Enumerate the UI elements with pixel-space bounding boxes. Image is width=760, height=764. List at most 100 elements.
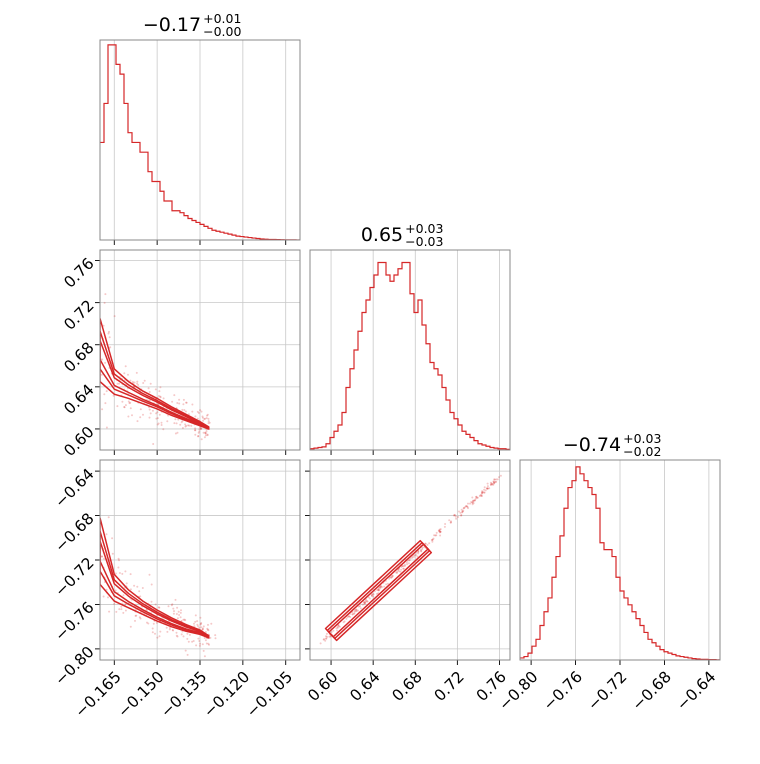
sample-point <box>194 614 197 617</box>
sample-point <box>326 635 329 638</box>
sample-point <box>136 380 139 383</box>
sample-point <box>128 402 131 405</box>
sample-point <box>136 585 139 588</box>
sample-point <box>396 570 399 573</box>
sample-point <box>205 417 208 420</box>
sample-point <box>158 635 161 638</box>
sample-point <box>138 616 141 619</box>
sample-point <box>439 530 442 533</box>
sample-point <box>400 568 403 571</box>
sample-point <box>183 618 186 621</box>
sample-point <box>121 572 124 575</box>
y-tick-label: 0.72 <box>61 297 98 334</box>
sample-point <box>104 293 107 296</box>
sample-point <box>155 621 158 624</box>
sample-point <box>206 413 209 416</box>
sample-point <box>460 514 463 516</box>
sample-point <box>336 625 339 628</box>
sample-point <box>379 585 382 588</box>
sample-point <box>460 508 463 511</box>
sample-point <box>201 627 204 630</box>
sample-point <box>200 626 203 629</box>
sample-point <box>187 413 190 416</box>
sample-point <box>188 633 191 636</box>
sample-point <box>107 332 110 335</box>
sample-point <box>133 584 136 587</box>
sample-point <box>346 616 349 619</box>
sample-point <box>449 521 452 524</box>
sample-point <box>498 476 500 479</box>
sample-point <box>438 530 441 533</box>
sample-point <box>353 610 356 613</box>
x-tick-label: −0.105 <box>243 668 296 721</box>
sample-point <box>199 409 202 412</box>
sample-point <box>156 417 159 420</box>
sample-point <box>158 390 161 393</box>
sample-point <box>186 637 189 640</box>
sample-point <box>454 514 456 517</box>
frame-layer <box>95 39 721 665</box>
sample-point <box>159 395 162 398</box>
sample-point <box>366 600 369 603</box>
sample-point <box>148 391 151 393</box>
sample-point <box>355 608 358 611</box>
sample-point <box>417 550 420 553</box>
pair-panel-1 <box>100 516 217 658</box>
sample-point <box>377 587 380 590</box>
sample-point <box>469 502 471 505</box>
sample-point <box>175 631 178 634</box>
sample-point <box>390 576 393 579</box>
sample-point <box>439 534 442 537</box>
sample-point <box>176 635 179 638</box>
sample-point <box>433 534 436 537</box>
sample-point <box>201 415 204 418</box>
sample-point <box>426 543 429 546</box>
sample-point <box>162 397 165 400</box>
sample-point <box>198 627 201 629</box>
sample-point <box>370 593 373 596</box>
sample-point <box>398 570 401 573</box>
sample-point <box>200 438 203 441</box>
sample-point <box>363 601 366 604</box>
sample-point <box>471 503 474 506</box>
sample-point <box>109 346 112 349</box>
sample-point <box>408 559 411 562</box>
sample-point <box>467 507 469 510</box>
sample-point <box>486 487 489 490</box>
sample-point <box>474 499 476 502</box>
sample-point <box>450 520 452 523</box>
sample-point <box>167 605 170 608</box>
sample-point <box>480 493 483 496</box>
sample-point <box>379 586 382 589</box>
sample-point <box>402 565 405 568</box>
sample-point <box>116 405 119 408</box>
sample-point <box>415 551 418 554</box>
x-tick-label: −0.72 <box>584 668 630 714</box>
sample-point <box>359 605 361 608</box>
sample-point <box>125 582 128 585</box>
sample-point <box>207 642 210 645</box>
sample-point <box>184 410 187 413</box>
sample-point <box>149 382 152 385</box>
sample-point <box>401 564 404 567</box>
sample-point <box>118 572 121 574</box>
sample-point <box>439 530 442 533</box>
sample-point <box>179 616 182 619</box>
sample-point <box>190 424 193 427</box>
sample-point <box>200 427 203 430</box>
sample-point <box>171 629 174 631</box>
sample-point <box>116 382 119 385</box>
contour-level-2 <box>100 340 210 430</box>
sample-point <box>461 510 464 513</box>
x-tick-label: −0.120 <box>200 668 253 721</box>
sample-point <box>176 617 179 620</box>
sample-point <box>199 616 202 619</box>
x-tick-label: 0.64 <box>347 668 384 705</box>
y-tick-label: −0.76 <box>51 598 97 644</box>
sample-point <box>139 416 142 419</box>
sample-point <box>453 513 456 516</box>
contour-level-2 <box>328 543 429 638</box>
y-tick-label: 0.68 <box>61 339 98 376</box>
sample-point <box>465 505 468 508</box>
sample-point <box>338 625 341 628</box>
